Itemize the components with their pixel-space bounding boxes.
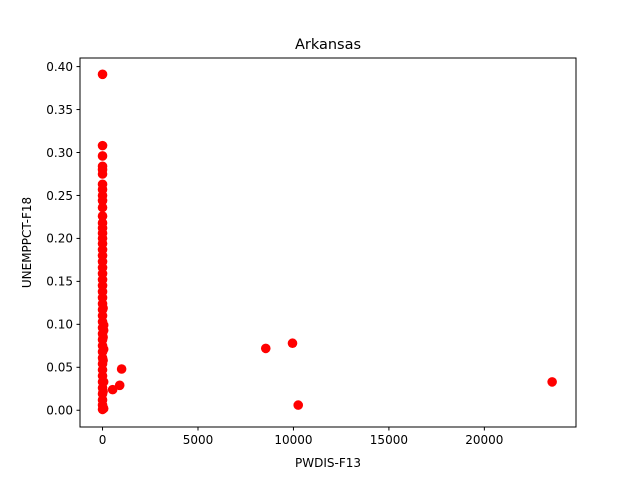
data-point bbox=[97, 202, 108, 213]
data-point bbox=[98, 377, 109, 387]
data-point bbox=[97, 211, 108, 221]
data-point bbox=[98, 303, 108, 313]
data-point bbox=[293, 400, 304, 410]
data-point bbox=[260, 343, 271, 354]
x-tick-label: 5000 bbox=[183, 433, 214, 447]
y-tick-label: 0.00 bbox=[46, 404, 73, 418]
data-point bbox=[98, 325, 109, 336]
y-tick-label: 0.35 bbox=[46, 103, 73, 117]
data-point bbox=[97, 169, 108, 179]
chart-title: Arkansas bbox=[295, 37, 361, 53]
y-tick-label: 0.25 bbox=[46, 189, 73, 203]
data-point bbox=[114, 380, 125, 391]
y-axis-label: UNEMPPCT-F18 bbox=[20, 197, 34, 288]
data-point bbox=[98, 355, 108, 366]
x-axis-label: PWDIS-F13 bbox=[295, 456, 361, 470]
data-point bbox=[107, 384, 118, 395]
y-tick-label: 0.10 bbox=[46, 318, 73, 332]
y-tick-label: 0.15 bbox=[46, 275, 73, 289]
data-point bbox=[97, 140, 108, 151]
y-axis-ticks: 0.00 0.05 0.10 0.15 0.20 0.25 0.30 0.35 0.40 bbox=[46, 60, 80, 418]
data-point bbox=[116, 364, 127, 374]
x-tick-label: 10000 bbox=[274, 433, 312, 447]
x-tick-label: 15000 bbox=[370, 433, 408, 447]
plot-area-frame bbox=[79, 57, 577, 428]
data-point bbox=[98, 332, 108, 343]
y-tick-label: 0.40 bbox=[46, 60, 73, 74]
data-point bbox=[97, 69, 108, 80]
y-tick-label: 0.20 bbox=[46, 232, 73, 246]
x-axis-ticks: 0 5000 10000 15000 20000 bbox=[99, 427, 503, 447]
data-point bbox=[97, 195, 108, 206]
x-tick-label: 20000 bbox=[465, 433, 503, 447]
y-tick-label: 0.05 bbox=[46, 361, 73, 375]
data-point bbox=[98, 344, 109, 355]
data-point bbox=[547, 377, 557, 387]
y-tick-label: 0.30 bbox=[46, 146, 73, 160]
data-point bbox=[98, 386, 108, 397]
data-point bbox=[287, 338, 298, 349]
data-point bbox=[97, 151, 108, 161]
x-tick-label: 0 bbox=[99, 433, 107, 447]
data-point bbox=[98, 403, 109, 414]
data-points bbox=[97, 69, 557, 415]
